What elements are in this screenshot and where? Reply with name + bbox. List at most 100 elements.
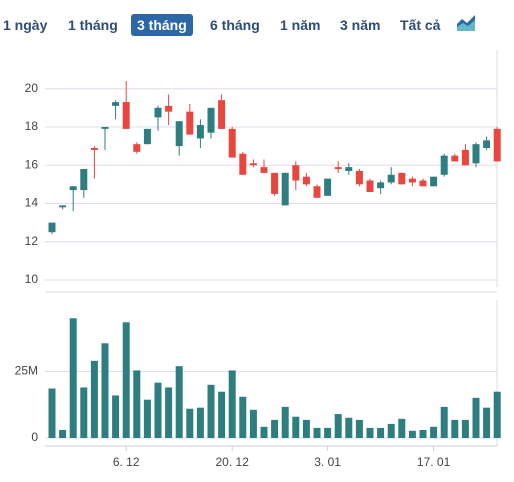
candle-body [69, 186, 77, 191]
candle-body [292, 165, 300, 181]
volume-bar [143, 399, 151, 438]
candle-body [313, 186, 321, 198]
volume-bar [419, 430, 427, 438]
volume-bar [472, 397, 480, 438]
volume-bar [249, 409, 257, 438]
volume-bar [271, 419, 279, 438]
y-tick-label: 16 [25, 157, 39, 171]
candle-body [387, 174, 395, 183]
range-tab[interactable]: 3 tháng [131, 14, 193, 36]
volume-bar [101, 343, 109, 438]
candle-body [196, 125, 204, 139]
volume-bar [175, 366, 183, 438]
candle-body [101, 126, 109, 129]
volume-bar [355, 419, 363, 438]
volume-bar [228, 370, 236, 438]
volume-bar [218, 391, 226, 438]
candle-body [398, 172, 406, 185]
volume-bar [260, 426, 268, 438]
volume-bar [451, 419, 459, 438]
candle-body [334, 167, 342, 170]
volume-bar [90, 360, 98, 438]
x-tick-label: 3. 01 [314, 455, 341, 469]
volume-bar [334, 414, 342, 438]
volume-bar [196, 407, 204, 438]
candle-body [112, 102, 120, 106]
volume-bar [483, 407, 491, 438]
volume-bar [440, 406, 448, 438]
candle-body [165, 105, 173, 112]
candle-body [90, 148, 98, 150]
candle-body [207, 107, 215, 133]
volume-bar [493, 391, 501, 438]
x-tick-label: 17. 01 [417, 455, 451, 469]
volume-bar [313, 427, 321, 438]
candle-body [143, 128, 151, 145]
range-tab[interactable]: 1 tháng [68, 17, 118, 33]
candle-body [218, 100, 226, 129]
candle-body [472, 144, 480, 164]
range-tab[interactable]: 6 tháng [210, 17, 260, 33]
chart-type-icon[interactable] [456, 14, 476, 32]
candle-body [430, 176, 438, 187]
volume-bar [133, 370, 141, 438]
candle-body [154, 107, 162, 118]
volume-bar [59, 430, 67, 438]
y-tick-label: 14 [25, 196, 39, 210]
x-tick-label: 20. 12 [216, 455, 250, 469]
volume-bar [377, 427, 385, 438]
volume-bar [387, 423, 395, 438]
candle-body [493, 128, 501, 162]
candle-body [302, 176, 310, 185]
candle-body [461, 149, 469, 166]
range-tab[interactable]: 3 năm [340, 17, 381, 33]
x-tick-label: 6. 12 [113, 455, 140, 469]
candle-body [271, 172, 279, 194]
y-tick-label: 20 [25, 81, 39, 95]
candle-body [228, 128, 236, 158]
candle-body [249, 163, 257, 166]
volume-bar [69, 318, 77, 438]
candle-body [260, 167, 268, 173]
volume-bar [461, 419, 469, 438]
range-tab[interactable]: Tất cả [400, 17, 441, 33]
volume-bar [154, 382, 162, 438]
volume-bar [398, 418, 406, 438]
candle-body [186, 111, 194, 135]
volume-bar [281, 406, 289, 438]
candle-body [366, 180, 374, 192]
candle-body [175, 121, 183, 147]
volume-bar [292, 416, 300, 438]
volume-bar [122, 322, 130, 438]
candle-body [345, 167, 353, 171]
y-tick-label: 10 [25, 272, 39, 286]
y-tick-label: 18 [25, 119, 39, 133]
y-tick-label: 0 [31, 430, 38, 444]
volume-bar [207, 384, 215, 438]
volume-bar [112, 395, 120, 438]
volume-bar [48, 388, 56, 438]
candle-body [451, 155, 459, 162]
candle-body [281, 172, 289, 206]
volume-bar [408, 430, 416, 438]
candle-body [355, 170, 363, 185]
candle-body [483, 140, 491, 148]
candle-body [59, 205, 67, 208]
volume-bar [165, 387, 173, 438]
volume-bar [186, 408, 194, 438]
candle-body [419, 180, 427, 187]
volume-bar [302, 419, 310, 438]
candle-body [239, 153, 247, 175]
candle-body [48, 222, 56, 233]
volume-bar [345, 417, 353, 438]
candle-body [133, 144, 141, 152]
range-tab[interactable]: 1 ngày [3, 17, 48, 33]
range-tab[interactable]: 1 năm [280, 17, 321, 33]
volume-bar [430, 426, 438, 438]
y-tick-label: 12 [25, 234, 39, 248]
candle-body [377, 182, 385, 189]
icon-area-2 [457, 20, 475, 31]
volume-bar [324, 427, 332, 438]
candle-body [440, 155, 448, 175]
